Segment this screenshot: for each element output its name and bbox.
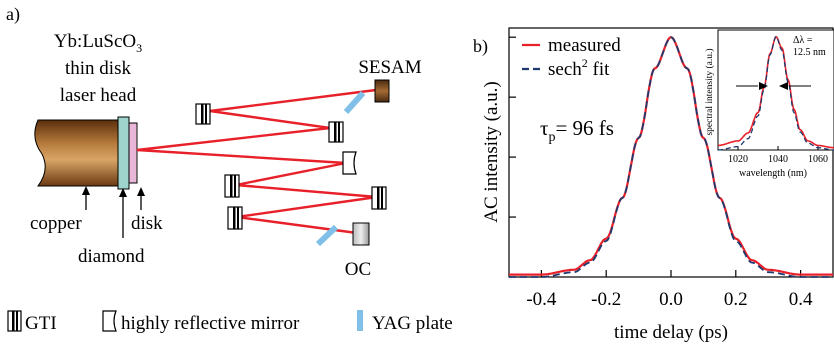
- legend-gti-icon: [7, 310, 22, 332]
- diamond-label: diamond: [78, 246, 145, 267]
- sesam-label: SESAM: [358, 57, 421, 78]
- gti-mirror: [328, 121, 344, 143]
- main-x-ticks: [540, 270, 802, 277]
- legend-yag-icon: [357, 310, 363, 331]
- diamond-plate: [117, 116, 130, 190]
- inset-series: [717, 35, 834, 151]
- legend-mirror-icon: [102, 310, 117, 332]
- main-x-tick-label: 0.4: [789, 289, 813, 310]
- gti-mirror: [371, 186, 387, 210]
- main-series: [509, 36, 833, 278]
- output-coupler: [352, 222, 370, 246]
- inset-x-axis-label: wavelength (nm): [739, 168, 807, 179]
- main-x-tick-labels: -0.4 -0.2 0.0 0.2 0.4: [526, 289, 813, 310]
- head-title-sub: 3: [136, 41, 142, 55]
- inset-fwhm-line2: 12.5 nm: [793, 47, 826, 58]
- curved-hr-mirror: [342, 151, 357, 175]
- main-y-ticks: [509, 36, 516, 218]
- gti-mirror: [195, 103, 211, 125]
- inset-fwhm-arrows: [736, 82, 811, 90]
- tau-subscript: p: [548, 130, 555, 145]
- head-title-main: Yb:LuScO: [54, 31, 136, 52]
- main-x-tick-label: 0.0: [659, 289, 683, 310]
- tau-value: = 96 fs: [555, 116, 614, 140]
- inset-x-tick-label: 1060: [808, 154, 828, 165]
- main-x-axis-label: time delay (ps): [614, 322, 728, 343]
- legend-mirror-label: highly reflective mirror: [121, 313, 300, 334]
- legend-fit-label: sech2 fit: [548, 56, 610, 80]
- inset-fit-curve: [718, 35, 834, 151]
- head-title-line3: laser head: [60, 85, 137, 106]
- legend-fit-suffix: fit: [588, 59, 610, 80]
- disk-crystal: [128, 122, 138, 184]
- sesam-mirror: [374, 79, 390, 103]
- main-x-tick-label: 0.2: [724, 289, 748, 310]
- legend-measured-label: measured: [548, 35, 621, 56]
- component-legend: GTI highly reflective mirror YAG plate: [7, 310, 453, 334]
- inset-fwhm-line1: Δλ =: [793, 35, 813, 46]
- panel-a: a) Yb:LuScO3 thin disk laser head: [6, 4, 453, 334]
- main-x-tick-label: -0.2: [591, 289, 621, 310]
- inset-x-tick-label: 1040: [768, 154, 788, 165]
- inset-y-axis-label: spectral intensity (a.u.): [704, 48, 715, 135]
- copper-label: copper: [30, 213, 82, 234]
- head-title-line2: thin disk: [65, 58, 131, 79]
- gti-mirror: [224, 174, 240, 198]
- panel-b: b) -0.4 -0.2 0.0 0.2 0.4 time delay (ps) AC …: [473, 27, 834, 343]
- pulse-duration-annotation: τp= 96 fs: [540, 116, 614, 145]
- inset-x-tick-label: 1020: [728, 154, 748, 165]
- panel-a-label: a): [6, 4, 20, 25]
- disk-label: disk: [131, 213, 163, 234]
- oc-label: OC: [345, 259, 371, 280]
- head-title: Yb:LuScO3: [54, 31, 142, 55]
- legend-gti-label: GTI: [25, 313, 57, 334]
- head-arrows: [82, 186, 145, 238]
- legend-fit-sup: 2: [582, 56, 588, 70]
- main-y-axis-label: AC intensity (a.u.): [481, 81, 502, 222]
- inset-plot-frame: [717, 29, 834, 151]
- tau-symbol: τ: [540, 116, 548, 140]
- yag-plate: [343, 90, 366, 115]
- yag-plate: [315, 224, 339, 247]
- copper-heatsink: [34, 119, 119, 187]
- beam-path-upper: [136, 88, 377, 152]
- fit-curve: [509, 36, 833, 278]
- panel-b-label: b): [473, 36, 488, 57]
- legend-fit-prefix: sech: [548, 59, 582, 80]
- legend-yag-label: YAG plate: [372, 313, 453, 334]
- main-x-tick-label: -0.4: [526, 289, 557, 310]
- gti-mirror: [227, 206, 243, 230]
- beam-path-lower: [136, 148, 378, 235]
